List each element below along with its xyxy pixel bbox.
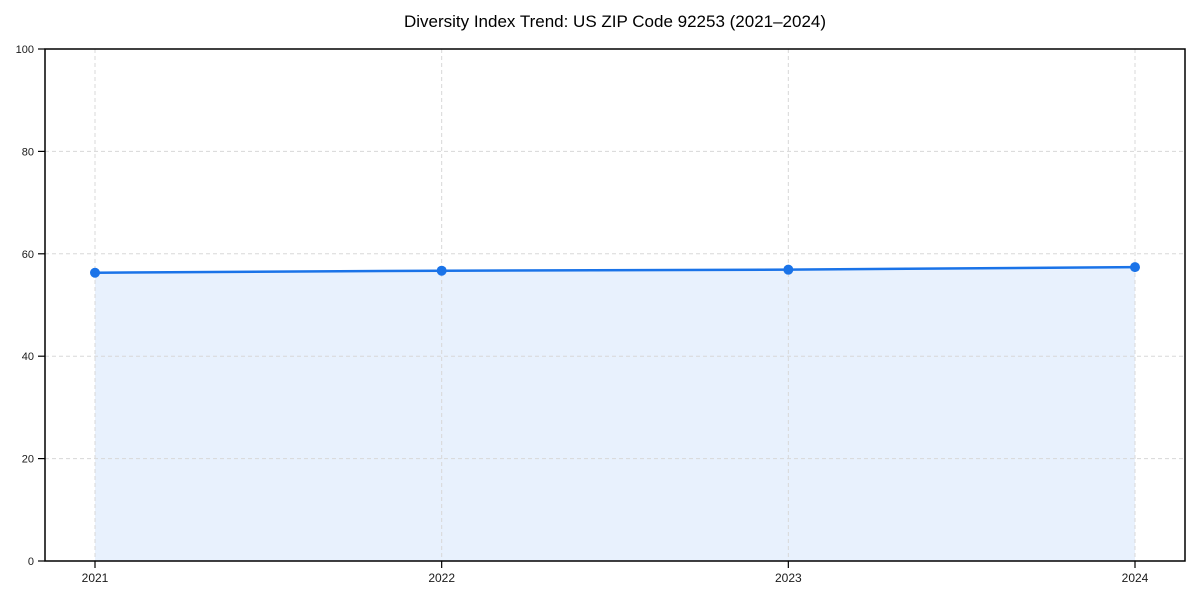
y-tick-label: 40 [22,351,34,363]
data-point-2022 [436,265,447,276]
y-tick-label: 20 [22,454,34,466]
data-point-2021 [90,267,100,278]
x-tick-label: 2021 [82,571,109,585]
x-tick-label: 2024 [1122,571,1149,585]
y-tick-label: 0 [28,556,34,568]
x-tick-label: 2022 [428,571,455,585]
y-tick-label: 80 [22,146,34,158]
area-fill [95,267,1135,561]
data-point-2024 [1130,262,1140,273]
plot-border [44,48,1186,562]
y-tick-label: 100 [16,44,34,56]
data-point-2023 [783,264,794,275]
chart-title: Diversity Index Trend: US ZIP Code 92253… [403,12,827,31]
trend-line [93,265,1137,274]
x-tick-label: 2023 [775,571,802,585]
y-tick-label: 60 [22,249,34,261]
